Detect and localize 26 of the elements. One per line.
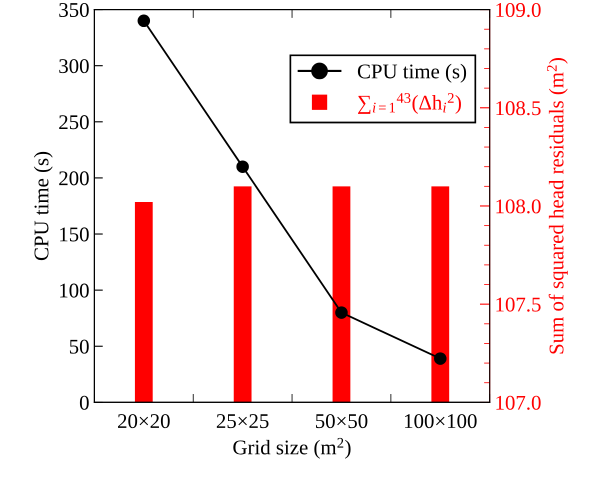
y2-axis-title: Sum of squared head residuals (m$^{2}$) <box>546 58 568 354</box>
y2-tick-label: 107.5 <box>496 298 541 312</box>
legend-label: ∑$_{i=1}$$^{43}$(Δh$_{i}$$^{2}$) <box>358 93 461 114</box>
x-tick-label: 100×100 <box>404 414 477 428</box>
x-tick-label: 50×50 <box>316 414 368 428</box>
point <box>335 306 348 319</box>
point <box>236 160 249 173</box>
y-axis-title: CPU time (s) <box>34 152 53 260</box>
point <box>434 352 447 365</box>
y2-tick-label: 108.0 <box>496 199 541 214</box>
x-tick-label: 25×25 <box>216 414 269 428</box>
y-tick-label: 0 <box>80 396 89 410</box>
y2-tick-label: 107.0 <box>496 396 541 410</box>
y-tick-label: 300 <box>59 59 89 74</box>
x-tick-label: 20×20 <box>118 414 170 428</box>
y2-tick-label: 109.0 <box>496 2 541 18</box>
point <box>138 14 150 28</box>
y-tick-label: 350 <box>59 2 89 18</box>
y-tick-label: 150 <box>60 227 89 242</box>
y-tick-label: 50 <box>70 340 89 354</box>
x-axis-title: Grid size (m$^{2}$) <box>233 438 351 459</box>
y-tick-label: 200 <box>59 171 89 186</box>
y-tick-label: 250 <box>59 115 89 130</box>
y-tick-label: 100 <box>60 284 89 298</box>
y2-tick-label: 108.5 <box>496 101 541 116</box>
legend-label: CPU time (s) <box>358 64 466 83</box>
